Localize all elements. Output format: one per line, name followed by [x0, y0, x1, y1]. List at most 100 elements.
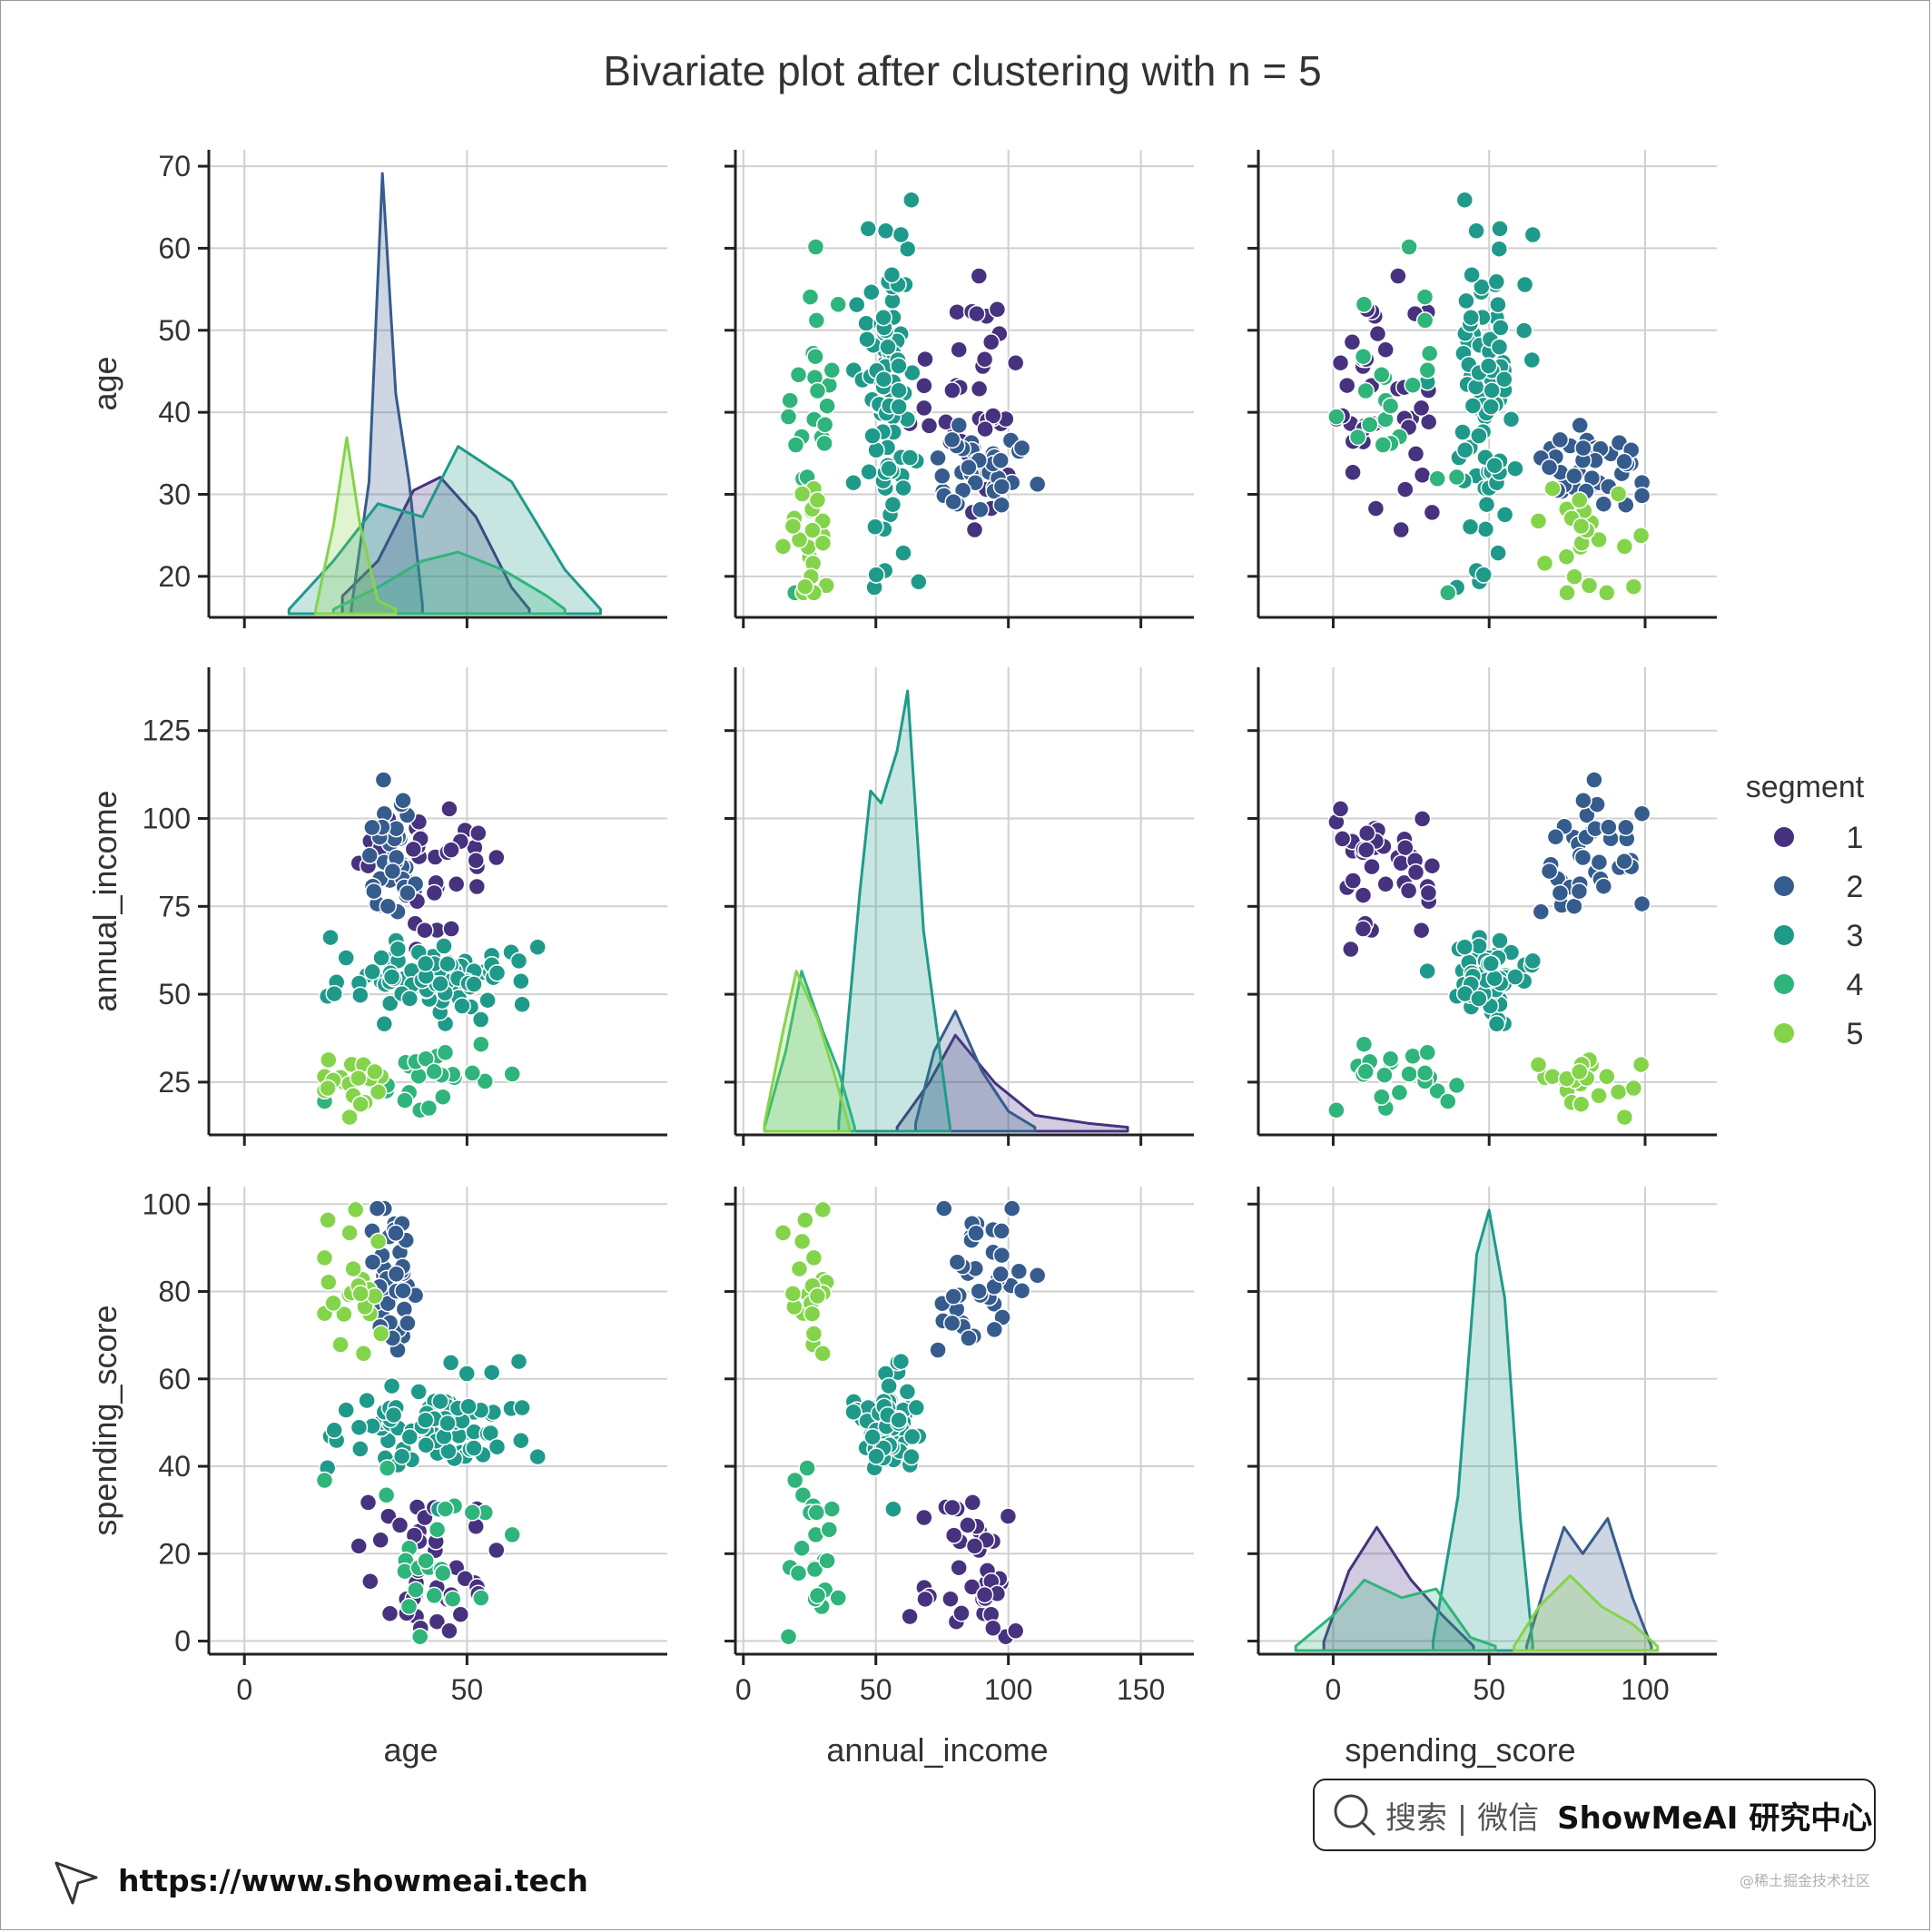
- scatter-point-segment-2: [374, 771, 393, 789]
- scatter-point-segment-3: [431, 974, 449, 993]
- scatter-point-segment-2: [1585, 771, 1603, 789]
- scatter-point-segment-2: [1551, 883, 1570, 902]
- scatter-point-segment-3: [441, 1354, 460, 1372]
- scatter-point-segment-1: [468, 877, 487, 896]
- scatter-point-segment-3: [409, 1383, 428, 1401]
- scatter-point-segment-4: [1428, 1081, 1446, 1100]
- scatter-point-segment-1: [488, 1541, 506, 1560]
- scatter-point-segment-4: [1404, 376, 1422, 394]
- panel-annual_income-vs-age: 25 50 75 100 125: [143, 667, 667, 1146]
- scatter-point-segment-5: [1558, 584, 1576, 602]
- scatter-point-segment-5: [813, 534, 833, 552]
- scatter-point-segment-3: [528, 1447, 547, 1466]
- scatter-point-segment-1: [416, 921, 434, 940]
- scatter-point-segment-3: [879, 338, 897, 356]
- scatter-point-segment-5: [790, 1259, 809, 1278]
- panel-age-vs-annual_income: [724, 150, 1194, 628]
- scatter-point-segment-2: [1551, 430, 1570, 449]
- scatter-point-segment-1: [1333, 830, 1352, 848]
- scatter-point-segment-5: [796, 577, 814, 596]
- scatter-point-segment-5: [350, 1069, 368, 1088]
- scatter-point-segment-5: [369, 1232, 388, 1251]
- scatter-point-segment-3: [1457, 291, 1475, 310]
- scatter-point-segment-2: [1600, 818, 1618, 836]
- scatter-point-segment-3: [890, 1411, 908, 1429]
- scatter-point-segment-5: [784, 1285, 803, 1303]
- scatter-point-segment-2: [993, 1308, 1011, 1326]
- scatter-point-segment-1: [380, 1604, 399, 1622]
- scatter-point-segment-3: [903, 1427, 922, 1446]
- scatter-point-segment-3: [416, 954, 435, 973]
- scatter-point-segment-5: [320, 1050, 338, 1070]
- scatter-point-segment-2: [1594, 495, 1613, 513]
- scatter-point-segment-2: [379, 897, 398, 915]
- search-box[interactable]: 搜索 | 微信 ShowMeAI 研究中心: [1313, 1779, 1876, 1851]
- scatter-point-segment-5: [796, 1211, 814, 1229]
- scatter-point-segment-3: [884, 1500, 902, 1518]
- x-tick-label: 0: [735, 1673, 752, 1706]
- scatter-point-segment-2: [1028, 1267, 1047, 1285]
- scatter-point-segment-4: [798, 1459, 816, 1477]
- scatter-point-segment-1: [1413, 810, 1432, 828]
- kde-curve-segment-4: [331, 550, 567, 616]
- legend-label-4: 4: [1847, 968, 1864, 1002]
- scatter-point-segment-3: [1514, 321, 1533, 340]
- scatter-point-segment-2: [399, 1314, 417, 1333]
- scatter-point-segment-1: [1376, 875, 1395, 893]
- scatter-point-segment-3: [400, 990, 419, 1008]
- scatter-point-segment-4: [425, 1586, 443, 1605]
- site-url[interactable]: https://www.showmeai.tech: [118, 1863, 588, 1898]
- scatter-point-segment-5: [803, 1305, 822, 1323]
- scatter-point-segment-4: [815, 416, 834, 434]
- panel-spending_score-vs-spending_score: 0 50 100: [1247, 1187, 1717, 1706]
- scatter-point-segment-3: [351, 986, 370, 1004]
- scatter-point-segment-3: [844, 473, 862, 492]
- scatter-point-segment-3: [509, 951, 528, 971]
- scatter-point-segment-3: [363, 962, 381, 981]
- scatter-point-segment-3: [892, 225, 911, 244]
- scatter-point-segment-1: [1366, 499, 1385, 518]
- scatter-point-segment-5: [813, 1200, 833, 1219]
- scatter-point-segment-3: [488, 963, 507, 982]
- scatter-point-segment-1: [1343, 333, 1362, 351]
- scatter-point-segment-4: [377, 1486, 396, 1504]
- scatter-point-segment-2: [991, 451, 1010, 469]
- scatter-point-segment-3: [325, 1421, 343, 1440]
- scatter-point-segment-3: [1495, 506, 1514, 524]
- scatter-point-segment-3: [874, 308, 892, 327]
- scatter-point-segment-3: [890, 381, 908, 399]
- scatter-point-segment-3: [372, 949, 390, 967]
- cursor-icon: [54, 1861, 98, 1905]
- scatter-point-segment-5: [813, 1345, 832, 1363]
- scatter-point-segment-1: [1342, 940, 1360, 959]
- scatter-point-segment-1: [1406, 445, 1425, 463]
- scatter-point-segment-2: [1617, 818, 1635, 837]
- scatter-point-segment-3: [1506, 459, 1524, 478]
- scatter-point-segment-5: [1529, 512, 1548, 530]
- scatter-point-segment-3: [471, 1010, 490, 1029]
- scatter-point-segment-4: [428, 1521, 447, 1539]
- scatter-point-segment-3: [1467, 222, 1485, 241]
- scatter-point-segment-3: [1482, 398, 1500, 416]
- scatter-point-segment-3: [482, 1363, 501, 1382]
- scatter-point-segment-2: [1546, 828, 1565, 846]
- scatter-point-segment-4: [417, 1050, 435, 1068]
- scatter-point-segment-4: [829, 295, 847, 314]
- scatter-point-segment-3: [431, 1392, 449, 1411]
- scatter-point-segment-5: [804, 1325, 823, 1343]
- scatter-point-segment-1: [970, 380, 989, 399]
- scatter-point-segment-3: [898, 240, 917, 258]
- scatter-point-segment-3: [910, 573, 928, 591]
- scatter-point-segment-4: [1400, 1065, 1418, 1083]
- x-tick-label: 50: [1473, 1673, 1505, 1706]
- scatter-point-segment-1: [1412, 399, 1431, 418]
- scatter-point-segment-5: [1598, 584, 1616, 602]
- scatter-point-segment-3: [1476, 520, 1495, 538]
- scatter-point-segment-5: [1535, 554, 1554, 573]
- x-axis-title-annual_income: annual_income: [826, 1731, 1048, 1769]
- scatter-point-segment-1: [984, 1619, 1002, 1638]
- scatter-point-segment-1: [469, 823, 488, 843]
- scatter-point-segment-1: [380, 1507, 398, 1525]
- kde-curve-segment-5: [1513, 1574, 1660, 1652]
- x-tick-label: 150: [1117, 1673, 1165, 1706]
